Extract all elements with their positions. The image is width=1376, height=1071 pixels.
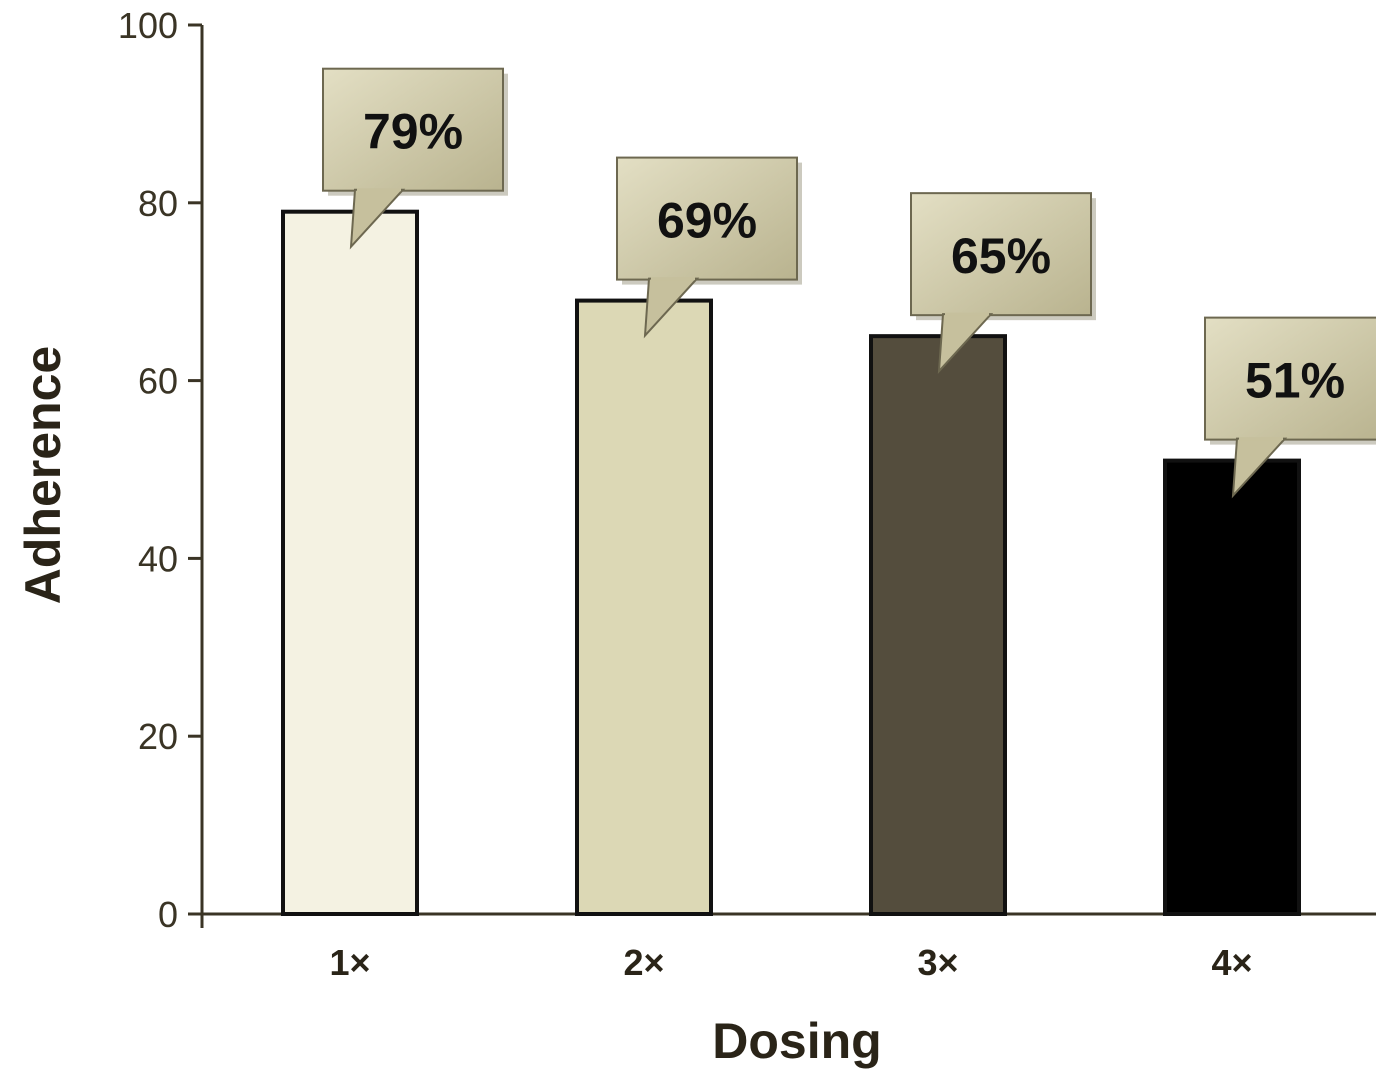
- data-label-callout: 65%: [910, 192, 1096, 374]
- data-label-callout: 79%: [322, 67, 508, 250]
- x-axis: 1× 2× 3× 4×: [202, 912, 1376, 983]
- y-tick-label: 100: [118, 5, 178, 46]
- x-tick-label: 2×: [623, 942, 664, 983]
- callout-box: [1204, 316, 1376, 441]
- bar-1: [281, 209, 419, 916]
- data-label: 69%: [657, 193, 757, 249]
- bar-4: [1163, 458, 1301, 916]
- data-label: 79%: [363, 104, 463, 160]
- y-tick-label: 60: [138, 361, 178, 402]
- x-tick-label: 3×: [917, 942, 958, 983]
- x-tick-label: 4×: [1211, 942, 1252, 983]
- data-label-callout: 51%: [1204, 316, 1376, 499]
- x-tick-label: 1×: [329, 942, 370, 983]
- x-axis-title: Dosing: [712, 1013, 881, 1069]
- data-label: 65%: [951, 228, 1051, 284]
- bar-3: [869, 334, 1007, 916]
- y-tick-label: 20: [138, 716, 178, 757]
- callout-box: [322, 67, 504, 192]
- y-tick-label: 40: [138, 538, 178, 579]
- data-label: 51%: [1245, 353, 1345, 409]
- data-labels-group: 79% 69% 65% 51%: [322, 67, 1376, 499]
- callout-box: [910, 192, 1092, 317]
- callout-box: [616, 156, 798, 281]
- bars-group: [281, 209, 1301, 916]
- y-axis: 0 20 40 60 80 100: [118, 5, 204, 935]
- y-tick-label: 0: [158, 894, 178, 935]
- bar-2: [575, 298, 713, 916]
- y-tick-label: 80: [138, 183, 178, 224]
- data-label-callout: 69%: [616, 156, 802, 339]
- y-axis-title: Adherence: [15, 346, 71, 604]
